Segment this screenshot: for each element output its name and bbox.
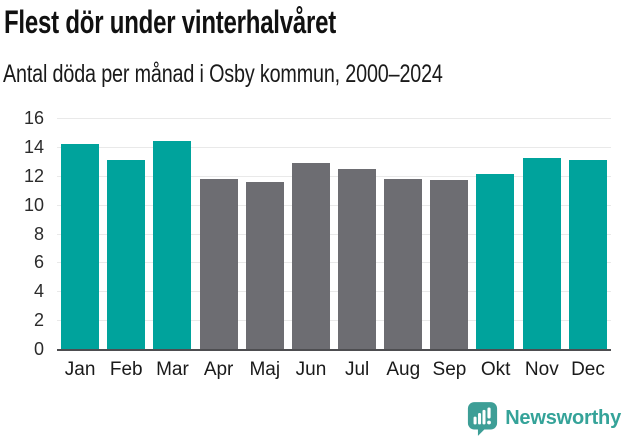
gridline — [57, 262, 611, 264]
x-tick-label: Aug — [386, 359, 421, 380]
x-tick-label: Nov — [524, 359, 559, 380]
chart-subtitle: Antal döda per månad i Osby kommun, 2000… — [3, 60, 443, 88]
x-tick-label: Jul — [344, 359, 370, 380]
bar-dec — [568, 159, 607, 349]
x-tick-label: Mar — [156, 359, 189, 380]
brand-name: Newsworthy — [505, 407, 621, 429]
gridline — [57, 233, 611, 235]
gridlines — [57, 118, 611, 349]
bar-feb — [107, 159, 146, 349]
bar-mar — [153, 141, 192, 349]
x-axis-labels: Jan Feb Mar Apr Maj Jun Jul Aug Sep Okt Nov Dec — [57, 359, 611, 381]
x-tick-label: Jun — [295, 359, 327, 380]
x-tick-label: Jan — [64, 359, 96, 380]
y-tick-label: 0 — [33, 339, 44, 359]
bar-okt — [476, 174, 515, 349]
y-tick-label: 14 — [23, 136, 44, 157]
bar-jun — [291, 162, 330, 349]
gridline — [57, 291, 611, 293]
newsworthy-logo-icon — [468, 402, 498, 436]
chart-title: Flest dör under vinterhalvåret — [4, 4, 337, 40]
bar-aug — [384, 178, 423, 349]
bar-jan — [61, 144, 100, 349]
brand-footer: Newsworthy — [467, 401, 621, 436]
bar-nov — [522, 158, 561, 349]
plot-area — [57, 118, 611, 351]
x-tick-label: Sep — [432, 359, 467, 380]
gridline — [57, 204, 611, 206]
bar-jul — [338, 168, 377, 349]
x-tick-label: Apr — [203, 359, 234, 380]
bar-maj — [245, 181, 284, 349]
y-tick-label: 10 — [23, 194, 44, 215]
bar-sep — [430, 180, 469, 349]
x-tick-label: Feb — [109, 359, 143, 380]
y-tick-label: 4 — [33, 281, 44, 302]
y-tick-label: 12 — [23, 165, 44, 186]
x-tick-label: Maj — [249, 359, 281, 380]
gridline — [57, 320, 611, 322]
y-tick-label: 2 — [33, 310, 44, 331]
y-tick-label: 8 — [33, 223, 44, 244]
gridline — [57, 118, 611, 119]
x-tick-label: Dec — [571, 359, 605, 380]
bars — [57, 118, 611, 349]
x-tick-label: Okt — [480, 359, 511, 380]
gridline — [57, 146, 611, 148]
bar-apr — [199, 178, 238, 349]
gridline — [57, 175, 611, 177]
y-tick-label: 16 — [23, 108, 44, 128]
y-tick-label: 6 — [33, 252, 44, 273]
